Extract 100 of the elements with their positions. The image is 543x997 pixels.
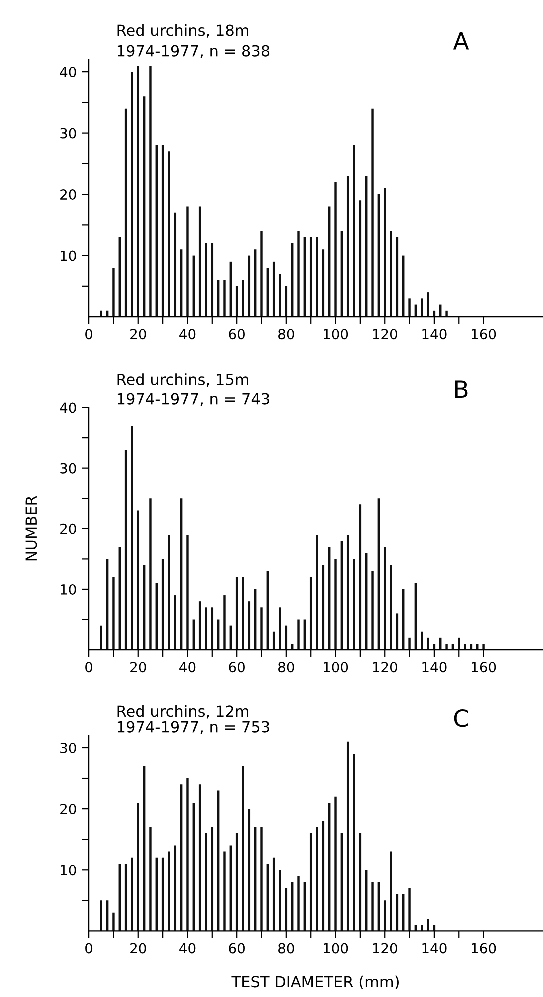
bar <box>242 766 244 932</box>
bar <box>260 231 263 318</box>
bar <box>205 608 208 650</box>
bar <box>298 876 300 932</box>
x-tick-label: 140 <box>422 329 447 340</box>
bar <box>372 108 374 318</box>
y-tick-label: 20 <box>60 524 76 534</box>
bar <box>217 790 220 932</box>
bar <box>346 534 350 650</box>
bar <box>180 250 183 318</box>
bar <box>174 846 177 932</box>
bar <box>346 176 350 318</box>
bar <box>150 66 152 318</box>
bar <box>143 565 146 650</box>
text: B <box>456 380 468 398</box>
x-tick-label: 80 <box>278 943 294 954</box>
bar <box>427 292 430 318</box>
bar <box>242 280 244 318</box>
bar <box>131 72 134 318</box>
x-tick-label: 100 <box>324 329 348 340</box>
bar <box>372 571 374 650</box>
x-tick-label: 0 <box>86 329 93 340</box>
bar <box>124 450 128 650</box>
bar <box>118 547 121 650</box>
bar <box>482 644 485 650</box>
bar <box>372 882 374 932</box>
bar <box>168 152 170 318</box>
bar <box>384 547 386 650</box>
x-tick-label: 40 <box>180 943 196 954</box>
bar <box>205 244 208 318</box>
bar <box>254 250 257 318</box>
x-tick-label: 140 <box>422 943 447 954</box>
bar <box>334 796 337 932</box>
bar <box>365 553 368 650</box>
bar <box>378 194 380 318</box>
bar <box>198 784 202 932</box>
y-tick-label: 10 <box>61 250 76 262</box>
bar <box>112 577 115 650</box>
text: C <box>454 709 468 728</box>
x-tick-label: 0 <box>86 662 93 673</box>
bar <box>334 559 337 650</box>
bar <box>137 510 140 650</box>
bar <box>340 541 344 650</box>
y-tick-label: 30 <box>60 742 76 754</box>
bar <box>230 846 232 932</box>
bar <box>143 766 146 932</box>
bar <box>408 888 411 932</box>
bar <box>180 784 183 932</box>
bar <box>390 852 392 932</box>
chart-subtitle: 1974-1977, n = 743 <box>118 393 270 406</box>
bar <box>316 534 318 650</box>
bar <box>316 827 318 932</box>
x-tick-label: 0 <box>86 943 93 954</box>
y-tick-label: 10 <box>61 584 76 595</box>
x-axis-title: TEST DIAMETER (mm) <box>232 976 399 990</box>
bar <box>316 237 318 318</box>
bar <box>322 565 325 650</box>
y-tick-label: 10 <box>61 865 76 876</box>
bar <box>378 498 380 650</box>
x-tick-label: 80 <box>278 662 294 673</box>
bar <box>279 608 282 650</box>
bar <box>359 200 362 318</box>
bar <box>298 231 300 318</box>
x-tick-label: 120 <box>373 329 398 340</box>
bar <box>260 608 263 650</box>
bar <box>346 742 350 932</box>
chart-title: Red urchins, 18m <box>118 24 248 38</box>
y-tick-label: 20 <box>60 804 76 815</box>
bar <box>390 231 392 318</box>
y-tick-label: 30 <box>60 463 76 474</box>
bar <box>137 66 140 318</box>
bar <box>162 146 164 318</box>
x-tick-label: 100 <box>324 943 348 954</box>
y-tick-label: 40 <box>60 67 76 78</box>
bar <box>408 638 411 650</box>
bar <box>353 146 356 318</box>
bar <box>328 802 331 932</box>
bar <box>224 596 226 650</box>
bar <box>248 809 251 932</box>
bar <box>192 802 196 932</box>
y-tick-label: 40 <box>60 402 76 414</box>
bar <box>279 274 282 318</box>
bar <box>124 108 128 318</box>
bar <box>365 176 368 318</box>
bar <box>446 644 448 650</box>
chart-title: Red urchins, 15m <box>118 374 248 387</box>
bar <box>298 620 300 650</box>
x-tick-label: 60 <box>229 329 245 340</box>
bar <box>162 559 164 650</box>
bar <box>353 559 356 650</box>
x-tick-label: 60 <box>229 943 245 954</box>
chart-title: Red urchins, 12m <box>118 705 248 719</box>
x-tick-label: 120 <box>373 943 398 954</box>
x-tick-label: 80 <box>278 329 294 340</box>
bar <box>143 96 146 318</box>
x-tick-label: 20 <box>130 662 146 673</box>
bar <box>168 534 170 650</box>
y-axis-title: NUMBER <box>26 496 38 561</box>
x-tick-label: 140 <box>422 662 447 673</box>
x-tick-label: 40 <box>180 329 196 340</box>
